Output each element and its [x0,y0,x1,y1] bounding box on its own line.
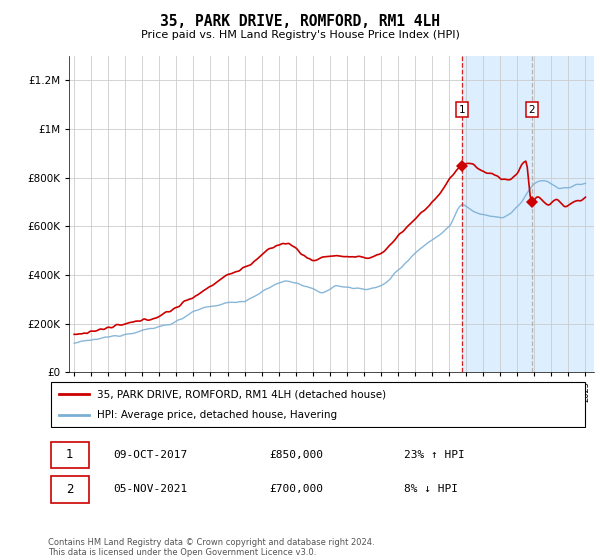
Text: Contains HM Land Registry data © Crown copyright and database right 2024.
This d: Contains HM Land Registry data © Crown c… [48,538,374,557]
Text: £850,000: £850,000 [269,450,323,460]
Text: HPI: Average price, detached house, Havering: HPI: Average price, detached house, Have… [97,410,337,420]
FancyBboxPatch shape [50,442,89,468]
Text: 2: 2 [529,105,535,115]
Text: 09-OCT-2017: 09-OCT-2017 [113,450,187,460]
Text: 8% ↓ HPI: 8% ↓ HPI [404,484,458,494]
Text: 35, PARK DRIVE, ROMFORD, RM1 4LH: 35, PARK DRIVE, ROMFORD, RM1 4LH [160,14,440,29]
Text: £700,000: £700,000 [269,484,323,494]
Bar [462,56,594,372]
Text: 2: 2 [66,483,73,496]
FancyBboxPatch shape [50,382,586,427]
Text: 1: 1 [459,105,466,115]
Text: Price paid vs. HM Land Registry's House Price Index (HPI): Price paid vs. HM Land Registry's House … [140,30,460,40]
Text: 1: 1 [66,449,73,461]
Text: 23% ↑ HPI: 23% ↑ HPI [404,450,465,460]
Text: 05-NOV-2021: 05-NOV-2021 [113,484,187,494]
Text: 35, PARK DRIVE, ROMFORD, RM1 4LH (detached house): 35, PARK DRIVE, ROMFORD, RM1 4LH (detach… [97,389,386,399]
FancyBboxPatch shape [50,476,89,503]
